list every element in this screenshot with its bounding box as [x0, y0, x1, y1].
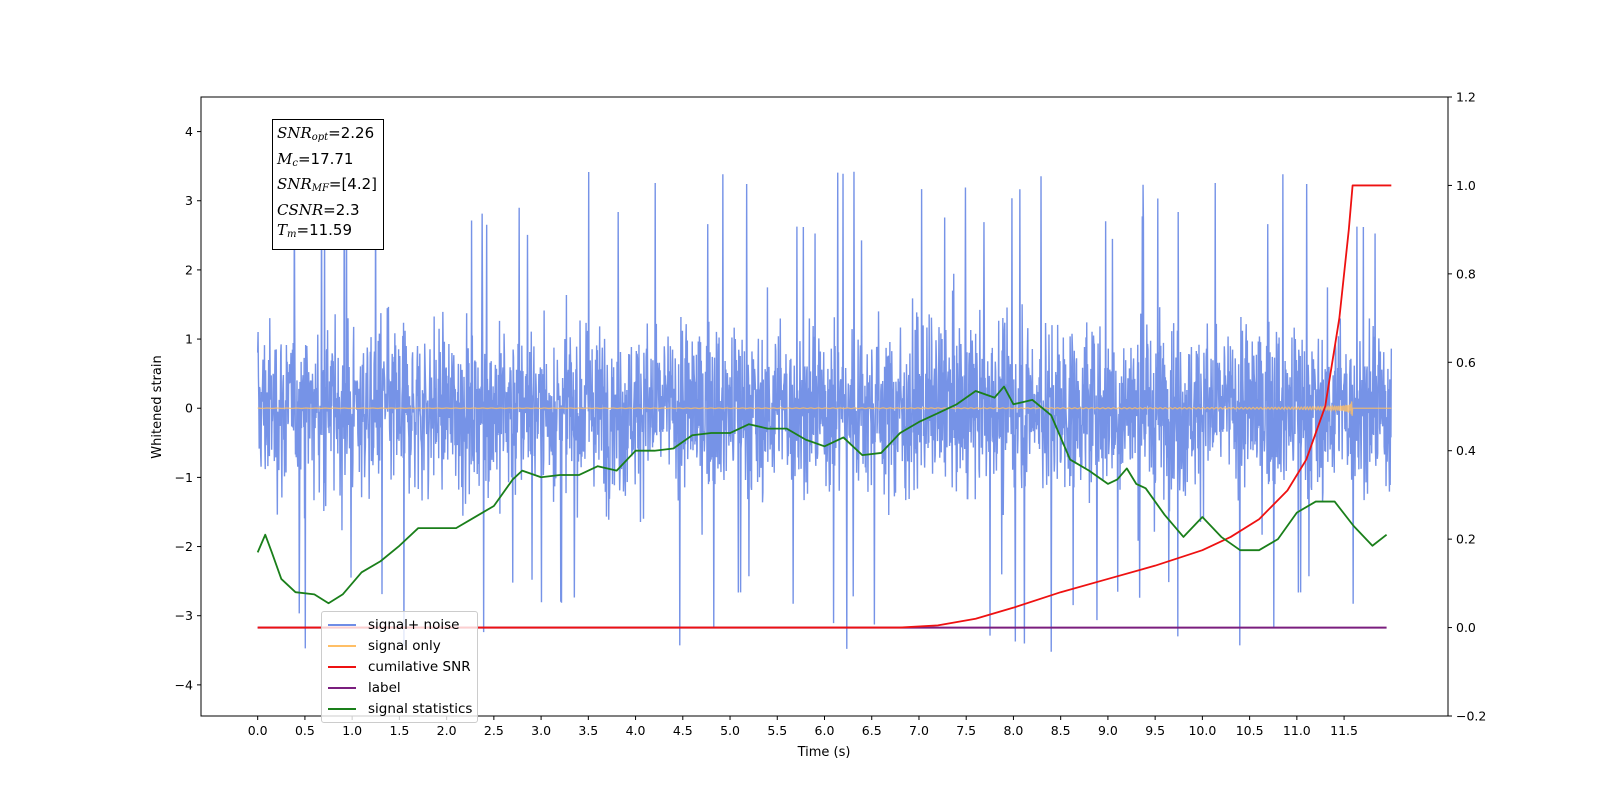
info-snr-opt: SNRopt=2.26: [277, 124, 375, 143]
x-tick-label: 10.0: [1188, 723, 1216, 738]
y2-tick-label: 0.6: [1456, 355, 1476, 370]
x-tick-label: 3.5: [578, 723, 598, 738]
x-tick-label: 2.0: [437, 723, 457, 738]
x-tick-label: 2.5: [484, 723, 504, 738]
y-tick-label: −1: [175, 470, 193, 485]
y-tick-label: 0: [185, 401, 193, 416]
x-tick-label: 5.0: [720, 723, 740, 738]
x-axis: 0.0 0.5 1.0 1.5 2.0 2.5 3.0 3.5 4.0 4.5 5.0 5.5 6.0 6…: [248, 716, 1358, 738]
legend: signal+ noise signal only cumilative SNR…: [321, 611, 478, 723]
y-tick-label: −4: [175, 677, 193, 692]
x-tick-label: 7.0: [909, 723, 929, 738]
series-signal-only: [257, 401, 1392, 416]
x-tick-label: 5.5: [767, 723, 787, 738]
x-tick-label: 11.5: [1330, 723, 1358, 738]
y-axis-left: 4 3 2 1 0 −1 −2 −3 −4: [175, 124, 201, 692]
x-tick-label: 11.0: [1283, 723, 1311, 738]
legend-label: signal+ noise: [368, 616, 460, 633]
legend-entry-label: label: [322, 677, 477, 698]
series-layer: [256, 161, 1393, 652]
y-axis-right: 1.2 1.0 0.8 0.6 0.4 0.2 0.0 −0.2: [1448, 90, 1486, 724]
x-tick-label: 6.5: [862, 723, 882, 738]
y-tick-label: 2: [185, 262, 193, 277]
x-axis-label: Time (s): [797, 745, 851, 760]
legend-swatch: [328, 644, 356, 647]
legend-label: signal only: [368, 637, 441, 654]
legend-entry-cumulative-snr: cumilative SNR: [322, 656, 477, 677]
series-signal-statistics: [256, 385, 1388, 605]
info-snr-mf: SNRMF=[4.2]: [277, 175, 378, 194]
y-tick-label: −2: [175, 539, 193, 554]
y2-tick-label: 1.2: [1456, 90, 1476, 105]
legend-swatch: [328, 623, 356, 626]
y-tick-label: 3: [185, 193, 193, 208]
legend-label: signal statistics: [368, 700, 473, 717]
y-axis-label: Whitened strain: [150, 355, 165, 458]
x-tick-label: 9.0: [1098, 723, 1118, 738]
legend-label: cumilative SNR: [368, 658, 471, 675]
y2-tick-label: 0.0: [1456, 620, 1476, 635]
x-tick-label: 1.5: [389, 723, 409, 738]
y-tick-label: 1: [185, 332, 193, 347]
x-tick-label: 6.0: [815, 723, 835, 738]
x-tick-label: 0.5: [295, 723, 315, 738]
legend-swatch: [328, 665, 356, 668]
y2-tick-label: 0.4: [1456, 443, 1476, 458]
series-signal-noise: [256, 161, 1393, 652]
legend-swatch: [328, 686, 356, 689]
y2-tick-label: 1.0: [1456, 178, 1476, 193]
y2-tick-label: −0.2: [1456, 709, 1486, 724]
legend-entry-signal-noise: signal+ noise: [322, 614, 477, 635]
x-tick-label: 4.0: [626, 723, 646, 738]
x-tick-label: 10.5: [1236, 723, 1264, 738]
legend-entry-signal-statistics: signal statistics: [322, 698, 477, 719]
series-cumulative-snr: [257, 184, 1392, 629]
info-box: SNRopt=2.26 Mc=17.71 SNRMF=[4.2] CSNR=2.…: [272, 119, 385, 250]
y2-tick-label: 0.2: [1456, 532, 1476, 547]
legend-entry-signal-only: signal only: [322, 635, 477, 656]
info-chirp-mass: Mc=17.71: [277, 149, 354, 169]
info-csnr: CSNR=2.3: [277, 200, 360, 219]
y2-tick-label: 0.8: [1456, 266, 1476, 281]
x-tick-label: 8.5: [1051, 723, 1071, 738]
x-tick-label: 0.0: [248, 723, 268, 738]
y-tick-label: −3: [175, 608, 193, 623]
x-tick-label: 7.5: [956, 723, 976, 738]
legend-label: label: [368, 679, 401, 696]
info-tm: Tm=11.59: [277, 221, 353, 240]
y-tick-label: 4: [185, 124, 193, 139]
x-tick-label: 4.5: [673, 723, 693, 738]
x-tick-label: 1.0: [342, 723, 362, 738]
legend-swatch: [328, 707, 356, 710]
x-tick-label: 3.0: [531, 723, 551, 738]
x-tick-label: 8.0: [1003, 723, 1023, 738]
x-tick-label: 9.5: [1145, 723, 1165, 738]
